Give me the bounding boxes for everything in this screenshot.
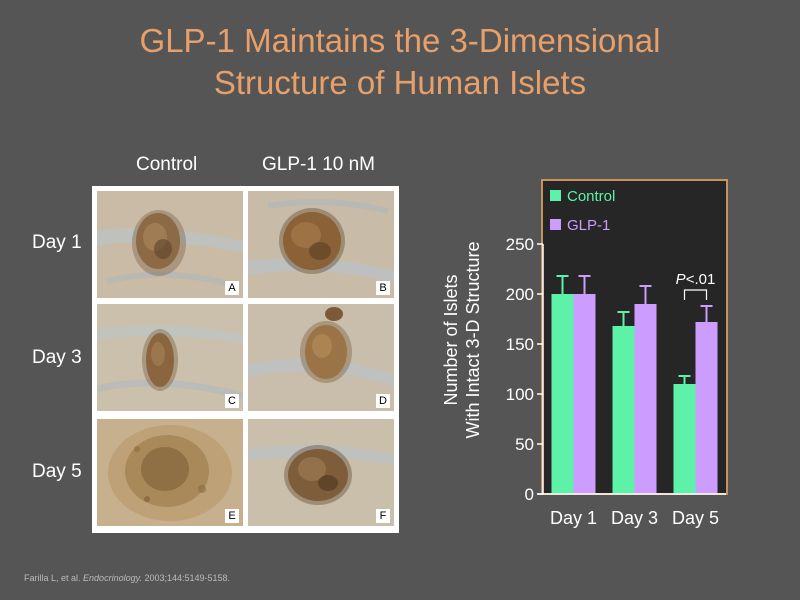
bar-glp-1-day-3: [634, 304, 657, 494]
legend-swatch-control: [550, 190, 561, 201]
panel-letter-a: A: [225, 281, 239, 295]
bars: [551, 294, 718, 494]
legend-label-glp1: GLP-1: [567, 217, 610, 234]
significance-bracket: [683, 289, 708, 300]
x-axis-labels: Day 1 Day 3 Day 5: [550, 508, 719, 528]
slide-title: GLP-1 Maintains the 3-Dimensional Struct…: [0, 20, 800, 104]
row-header-day3: Day 3: [32, 347, 82, 368]
micrograph-panel-f: F: [248, 419, 394, 526]
bar-glp-1-day-1: [573, 294, 596, 494]
bar-control-day-5: [673, 384, 696, 494]
y-tick-label: 0: [525, 485, 534, 504]
legend-swatch-glp1: [550, 219, 561, 230]
column-header-control: Control: [136, 154, 198, 175]
y-axis-label: Number of Islets With Intact 3-D Structu…: [441, 241, 483, 438]
islet-image-e: [97, 419, 243, 526]
column-header-glp1: GLP-1 10 nM: [262, 154, 375, 175]
x-tick-label: Day 3: [611, 508, 658, 528]
significance-annotation: P<.01: [676, 271, 716, 288]
micrograph-grid: A B C: [92, 186, 399, 533]
y-axis-ticks: 0 50 100 150 200 250: [506, 235, 543, 504]
legend-label-control: Control: [567, 188, 615, 205]
x-tick-label: Day 1: [550, 508, 597, 528]
micrograph-panel-a: A: [97, 191, 243, 298]
y-tick-label: 250: [506, 235, 534, 254]
title-line-2: Structure of Human Islets: [213, 64, 587, 101]
panel-letter-f: F: [376, 509, 390, 523]
panel-letter-d: D: [376, 394, 390, 408]
y-tick-label: 50: [515, 435, 534, 454]
y-tick-label: 200: [506, 285, 534, 304]
citation: Farilla L, et al. Endocrinology. 2003;14…: [24, 573, 230, 583]
error-bars: [556, 275, 713, 384]
panel-letter-c: C: [225, 394, 239, 408]
y-tick-label: 150: [506, 335, 534, 354]
micrograph-panel-e: E: [97, 419, 243, 526]
islet-image-b: [248, 191, 394, 298]
islet-image-d: [248, 304, 394, 411]
micrograph-panel-c: C: [97, 304, 243, 411]
bar-control-day-1: [551, 294, 574, 494]
y-axis-label-line-1: Number of Islets: [441, 274, 461, 405]
islet-image-a: [97, 191, 243, 298]
islet-image-c: [97, 304, 243, 411]
panel-letter-b: B: [376, 281, 390, 295]
row-header-day5: Day 5: [32, 461, 82, 482]
panel-letter-e: E: [225, 509, 239, 523]
bar-control-day-3: [612, 326, 635, 494]
y-tick-label: 100: [506, 385, 534, 404]
citation-journal: Endocrinology.: [83, 573, 142, 583]
micrograph-panel-b: B: [248, 191, 394, 298]
bar-glp-1-day-5: [695, 322, 718, 494]
citation-details: 2003;144:5149-5158.: [144, 573, 231, 583]
citation-authors: Farilla L, et al.: [24, 573, 81, 583]
row-header-day1: Day 1: [32, 232, 82, 253]
x-tick-label: Day 5: [672, 508, 719, 528]
title-line-1: GLP-1 Maintains the 3-Dimensional: [139, 22, 661, 59]
y-axis-label-line-2: With Intact 3-D Structure: [463, 241, 483, 438]
islet-image-f: [248, 419, 394, 526]
micrograph-panel-d: D: [248, 304, 394, 411]
